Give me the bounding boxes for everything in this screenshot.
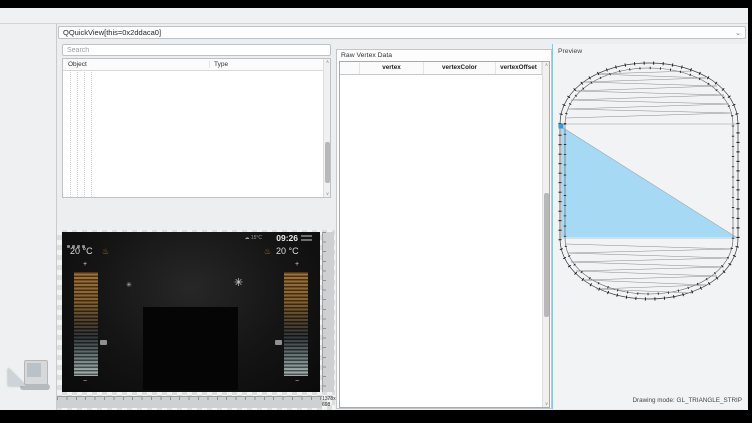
scroll-down-icon[interactable]: ∨ bbox=[544, 401, 549, 406]
chevron-down-icon: ⌄ bbox=[735, 29, 741, 37]
status-icons bbox=[67, 235, 87, 253]
tree-scrollbar[interactable]: ∧ ∨ bbox=[323, 59, 330, 197]
right-temperature: 20 °C bbox=[276, 246, 299, 256]
scroll-down-icon[interactable]: ∨ bbox=[325, 191, 330, 196]
wireframe-preview[interactable] bbox=[556, 58, 742, 310]
object-tree: Object Type ∧ ∨ bbox=[62, 58, 331, 198]
geometry-preview-pane: Preview Drawing mode: GL_TRIANGLE_STRIP bbox=[552, 44, 747, 409]
temp-plus-left[interactable]: + bbox=[83, 261, 88, 268]
column-header-object[interactable]: Object bbox=[68, 61, 87, 68]
app-screenshot[interactable]: ☁ 15°C 09:26 20 °C ♨ ♨ 20 °C + + − − ✳ ✳ bbox=[62, 232, 320, 392]
menu-bar bbox=[0, 8, 748, 24]
clock: 09:26 bbox=[276, 233, 298, 243]
tree-guide-line bbox=[77, 70, 78, 197]
column-header-vertex[interactable]: vertex bbox=[360, 62, 424, 74]
vertex-table-header: vertex vertexColor vertexOffset bbox=[340, 62, 542, 75]
gammaray-logo bbox=[6, 356, 50, 396]
column-header-vertexoffset[interactable]: vertexOffset bbox=[496, 62, 542, 74]
corner-header bbox=[340, 62, 360, 74]
tree-guide-line bbox=[91, 70, 92, 197]
tool-sidebar bbox=[0, 24, 57, 410]
tree-scrollbar-thumb[interactable] bbox=[325, 141, 330, 184]
search-input[interactable] bbox=[62, 44, 331, 56]
left-temperature: 20 °C bbox=[70, 246, 93, 256]
logo-base-shape bbox=[20, 384, 50, 390]
selected-vertex-marker bbox=[558, 123, 564, 129]
seat-heater-left-icon[interactable]: ♨ bbox=[102, 247, 110, 256]
column-header-type[interactable]: Type bbox=[209, 61, 228, 68]
temp-minus-left[interactable]: − bbox=[83, 378, 88, 385]
vertex-data-table: vertex vertexColor vertexOffset ∧ ∨ bbox=[339, 61, 550, 408]
slider-handle[interactable] bbox=[275, 340, 282, 345]
scroll-up-icon[interactable]: ∧ bbox=[544, 62, 549, 67]
object-tree-rows bbox=[63, 70, 323, 197]
vertex-table-rows bbox=[340, 74, 542, 407]
fan-low-icon: ✳ bbox=[126, 282, 132, 289]
table-scrollbar-thumb[interactable] bbox=[544, 193, 549, 318]
triangle-strip-lines-bottom bbox=[565, 243, 733, 294]
weather-temp: 15°C bbox=[250, 235, 262, 241]
tree-guide-line bbox=[70, 70, 71, 197]
date-text bbox=[301, 235, 312, 242]
gammaray-window: QQuickView[this=0x2ddaca0] ⌄ Object Type… bbox=[0, 8, 748, 410]
scene-preview-area[interactable]: ☁ 15°C 09:26 20 °C ♨ ♨ 20 °C + + − − ✳ ✳ bbox=[57, 230, 336, 410]
temp-slider-left[interactable] bbox=[74, 272, 107, 376]
temp-minus-right[interactable]: − bbox=[295, 378, 300, 385]
ruler-vertical bbox=[322, 232, 334, 392]
logo-screen-shape bbox=[27, 363, 41, 377]
ruler-horizontal bbox=[57, 396, 322, 408]
logo-triangle-shape bbox=[8, 368, 26, 386]
drawing-mode-label: Drawing mode: GL_TRIANGLE_STRIP bbox=[632, 397, 742, 404]
cloud-icon: ☁ bbox=[244, 235, 250, 241]
climate-button-grid bbox=[143, 307, 238, 390]
weather-status: ☁ 15°C bbox=[244, 235, 262, 241]
preview-label: Preview bbox=[558, 48, 583, 55]
temp-plus-right[interactable]: + bbox=[295, 261, 300, 268]
preview-size-label: 1378x 698 bbox=[322, 396, 336, 408]
table-scrollbar[interactable]: ∧ ∨ bbox=[542, 62, 549, 407]
raw-vertex-data-label: Raw Vertex Data bbox=[341, 52, 392, 59]
object-tree-header: Object Type bbox=[63, 59, 323, 71]
scroll-up-icon[interactable]: ∧ bbox=[325, 59, 330, 64]
target-selector-value: QQuickView[this=0x2ddaca0] bbox=[63, 28, 162, 37]
column-header-vertexcolor[interactable]: vertexColor bbox=[424, 62, 496, 74]
strip-boundary-lines bbox=[559, 123, 738, 239]
target-selector-combobox[interactable]: QQuickView[this=0x2ddaca0] ⌄ bbox=[58, 26, 746, 39]
temp-slider-right[interactable] bbox=[275, 272, 308, 376]
triangle-strip-lines-top bbox=[565, 70, 733, 119]
slider-handle[interactable] bbox=[100, 340, 107, 345]
vertex-dots-inner bbox=[563, 66, 735, 296]
fan-high-icon: ✳ bbox=[234, 277, 244, 289]
tree-guide-line bbox=[84, 70, 85, 197]
seat-heater-right-icon[interactable]: ♨ bbox=[264, 247, 272, 256]
